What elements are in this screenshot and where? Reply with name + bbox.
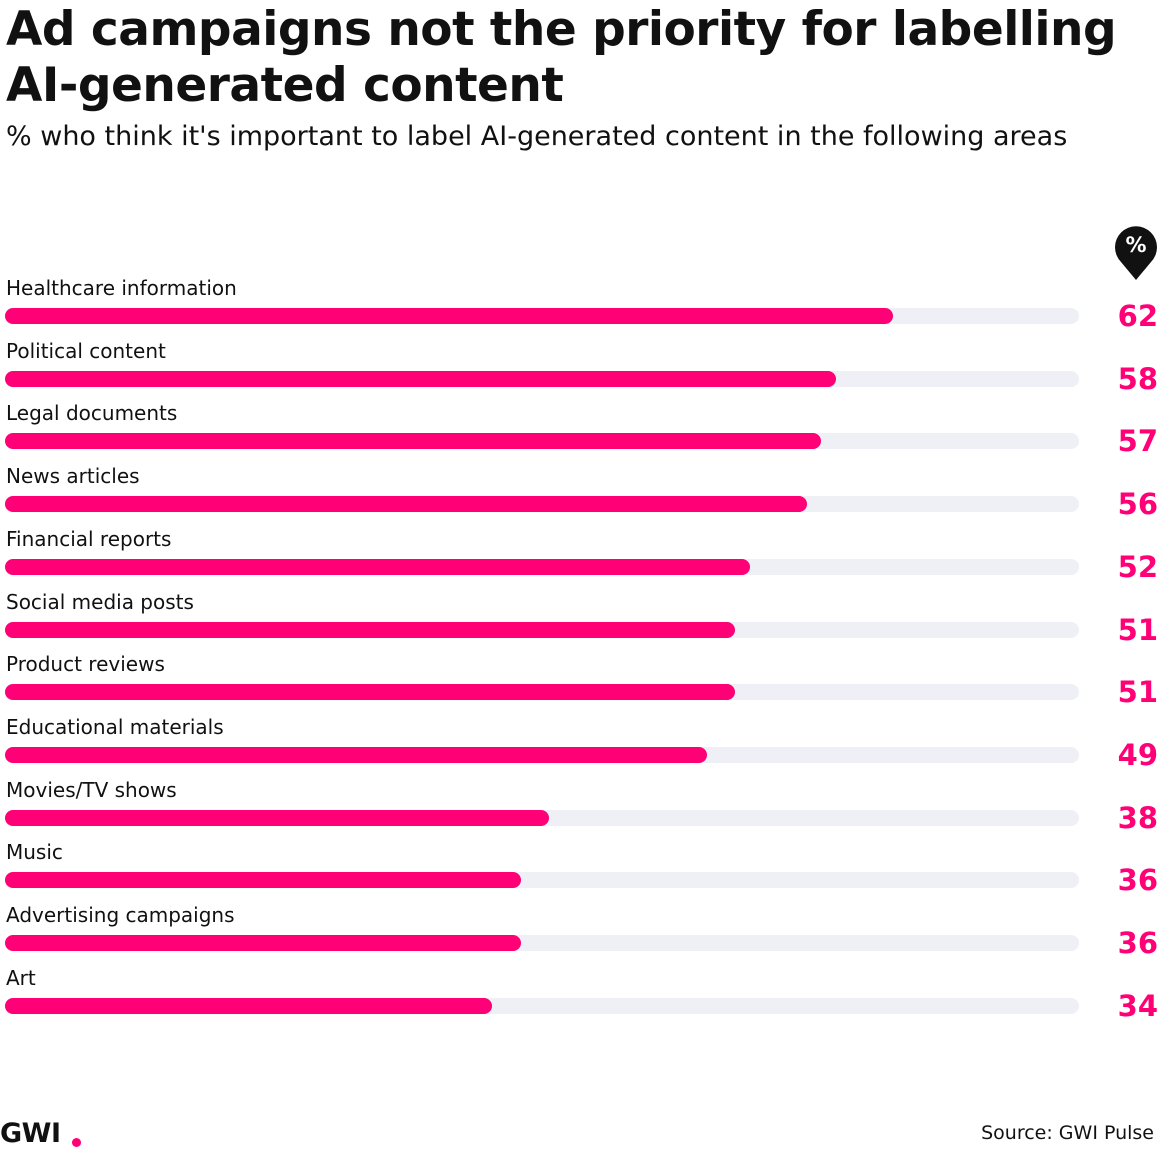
bar-value-label: 62 bbox=[1117, 299, 1158, 333]
percent-marker-icon: % bbox=[1113, 225, 1159, 281]
bar-value-label: 38 bbox=[1117, 800, 1158, 835]
bar-track bbox=[5, 935, 1079, 951]
bar-row: Art 34 bbox=[0, 966, 1160, 1029]
bar-row: Financial reports 52 bbox=[0, 527, 1160, 590]
bar-value-label: 58 bbox=[1117, 361, 1158, 396]
bar-row: Educational materials 49 bbox=[0, 715, 1160, 778]
gwi-logo: GWI bbox=[0, 1118, 61, 1149]
logo-dot bbox=[72, 1138, 81, 1147]
bar-value-label: 51 bbox=[1117, 675, 1158, 710]
bar-row: News articles 56 bbox=[0, 464, 1160, 527]
bar-row: Healthcare information 62 bbox=[0, 276, 1160, 339]
bar-value-label: 36 bbox=[1117, 863, 1158, 898]
bar-value-label: 52 bbox=[1117, 549, 1158, 584]
bar bbox=[5, 809, 550, 826]
bar-track bbox=[5, 433, 1079, 450]
bar-label: Social media posts bbox=[6, 589, 194, 614]
bar-value-label: 34 bbox=[1117, 988, 1158, 1023]
bar-track bbox=[5, 684, 1079, 701]
bar-track bbox=[5, 809, 1079, 826]
bar-label: Political content bbox=[6, 338, 166, 363]
bar bbox=[5, 935, 521, 951]
bar bbox=[5, 684, 736, 701]
bar-row: Movies/TV shows 38 bbox=[0, 778, 1160, 841]
chart-subtitle: % who think it's important to label AI-g… bbox=[6, 121, 1068, 152]
bar-value-label: 36 bbox=[1117, 926, 1158, 960]
chart-title: Ad campaigns not the priority for labell… bbox=[6, 2, 1117, 113]
bar-row: Music 36 bbox=[0, 840, 1160, 903]
bar-row: Legal documents 57 bbox=[0, 401, 1160, 464]
bar-track bbox=[5, 496, 1079, 513]
bar-track bbox=[5, 746, 1079, 763]
bar-label: Financial reports bbox=[6, 526, 172, 551]
bar bbox=[5, 433, 822, 450]
bar-row: Advertising campaigns 36 bbox=[0, 903, 1160, 966]
bar bbox=[5, 370, 836, 387]
bar-label: Healthcare information bbox=[6, 276, 237, 300]
bar-track bbox=[5, 370, 1079, 387]
bar-label: Movies/TV shows bbox=[6, 777, 177, 802]
bar-label: Educational materials bbox=[6, 714, 224, 739]
bar-label: Legal documents bbox=[6, 401, 178, 426]
bar-label: News articles bbox=[6, 464, 140, 489]
bar-value-label: 56 bbox=[1117, 487, 1158, 522]
bar bbox=[5, 621, 736, 638]
bar-track bbox=[5, 308, 1079, 324]
bar-value-label: 57 bbox=[1117, 424, 1158, 459]
bar-track bbox=[5, 997, 1079, 1014]
bar bbox=[5, 746, 707, 763]
bar-value-label: 51 bbox=[1117, 612, 1158, 647]
bar-label: Music bbox=[6, 840, 63, 865]
bar bbox=[5, 558, 750, 575]
bar-label: Art bbox=[6, 965, 36, 990]
percent-symbol: % bbox=[1125, 233, 1147, 257]
bar-value-label: 49 bbox=[1117, 737, 1158, 772]
bar-track bbox=[5, 621, 1079, 638]
bar-row: Political content 58 bbox=[0, 339, 1160, 402]
bar bbox=[5, 997, 492, 1014]
bar-row: Social media posts 51 bbox=[0, 590, 1160, 653]
bar-track bbox=[5, 872, 1079, 889]
bar bbox=[5, 496, 807, 513]
bar bbox=[5, 872, 521, 889]
bar-row: Product reviews 51 bbox=[0, 652, 1160, 715]
bar-label: Product reviews bbox=[6, 652, 165, 677]
source-note: Source: GWI Pulse bbox=[981, 1122, 1154, 1144]
bar-track bbox=[5, 558, 1079, 575]
bar-label: Advertising campaigns bbox=[6, 903, 235, 927]
bar bbox=[5, 308, 893, 324]
